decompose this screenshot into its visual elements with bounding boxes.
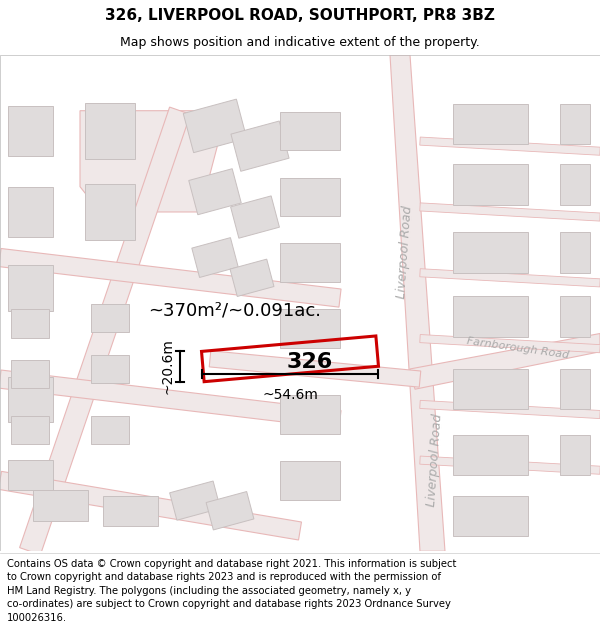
- Polygon shape: [20, 107, 190, 555]
- Polygon shape: [11, 360, 49, 388]
- Polygon shape: [420, 203, 600, 221]
- Polygon shape: [91, 355, 129, 383]
- Polygon shape: [280, 461, 340, 499]
- Polygon shape: [11, 309, 49, 338]
- Polygon shape: [206, 491, 254, 530]
- Polygon shape: [192, 238, 238, 278]
- Polygon shape: [452, 232, 527, 272]
- Polygon shape: [560, 232, 590, 272]
- Polygon shape: [32, 491, 88, 521]
- Polygon shape: [103, 496, 157, 526]
- Polygon shape: [183, 99, 247, 152]
- Polygon shape: [231, 121, 289, 171]
- Polygon shape: [7, 187, 53, 238]
- Polygon shape: [280, 177, 340, 216]
- Text: ~20.6m: ~20.6m: [161, 339, 175, 394]
- Polygon shape: [280, 243, 340, 282]
- Polygon shape: [452, 164, 527, 205]
- Text: Farnborough Road: Farnborough Road: [466, 337, 570, 361]
- Polygon shape: [390, 55, 445, 551]
- Polygon shape: [560, 296, 590, 336]
- Polygon shape: [7, 265, 53, 311]
- Polygon shape: [189, 169, 241, 215]
- Polygon shape: [452, 296, 527, 336]
- Text: 326, LIVERPOOL ROAD, SOUTHPORT, PR8 3BZ: 326, LIVERPOOL ROAD, SOUTHPORT, PR8 3BZ: [105, 8, 495, 23]
- Polygon shape: [7, 376, 53, 422]
- Polygon shape: [230, 259, 274, 296]
- Polygon shape: [560, 369, 590, 409]
- Polygon shape: [420, 456, 600, 474]
- Polygon shape: [85, 184, 135, 240]
- Polygon shape: [452, 496, 527, 536]
- Text: 326: 326: [287, 352, 333, 372]
- Text: Map shows position and indicative extent of the property.: Map shows position and indicative extent…: [120, 36, 480, 49]
- Polygon shape: [280, 309, 340, 348]
- Polygon shape: [230, 196, 280, 238]
- Polygon shape: [91, 416, 129, 444]
- Polygon shape: [280, 112, 340, 150]
- Polygon shape: [452, 369, 527, 409]
- Polygon shape: [452, 104, 527, 144]
- Polygon shape: [410, 334, 600, 389]
- Polygon shape: [11, 416, 49, 444]
- Polygon shape: [7, 460, 53, 491]
- Polygon shape: [0, 370, 341, 429]
- Polygon shape: [91, 304, 129, 332]
- Polygon shape: [420, 334, 600, 352]
- Text: Contains OS data © Crown copyright and database right 2021. This information is : Contains OS data © Crown copyright and d…: [7, 559, 457, 623]
- Polygon shape: [209, 351, 421, 387]
- Polygon shape: [420, 269, 600, 287]
- Polygon shape: [280, 395, 340, 434]
- Polygon shape: [0, 471, 301, 540]
- Text: ~370m²/~0.091ac.: ~370m²/~0.091ac.: [148, 301, 321, 319]
- Polygon shape: [170, 481, 220, 520]
- Polygon shape: [7, 106, 53, 156]
- Polygon shape: [85, 103, 135, 159]
- Text: Liverpool Road: Liverpool Road: [395, 206, 415, 299]
- Text: ~54.6m: ~54.6m: [262, 388, 318, 402]
- Polygon shape: [560, 104, 590, 144]
- Polygon shape: [420, 401, 600, 419]
- Polygon shape: [80, 111, 220, 212]
- Polygon shape: [0, 249, 341, 307]
- Polygon shape: [452, 435, 527, 475]
- Polygon shape: [560, 164, 590, 205]
- Text: Liverpool Road: Liverpool Road: [425, 413, 445, 507]
- Polygon shape: [420, 137, 600, 155]
- Polygon shape: [560, 435, 590, 475]
